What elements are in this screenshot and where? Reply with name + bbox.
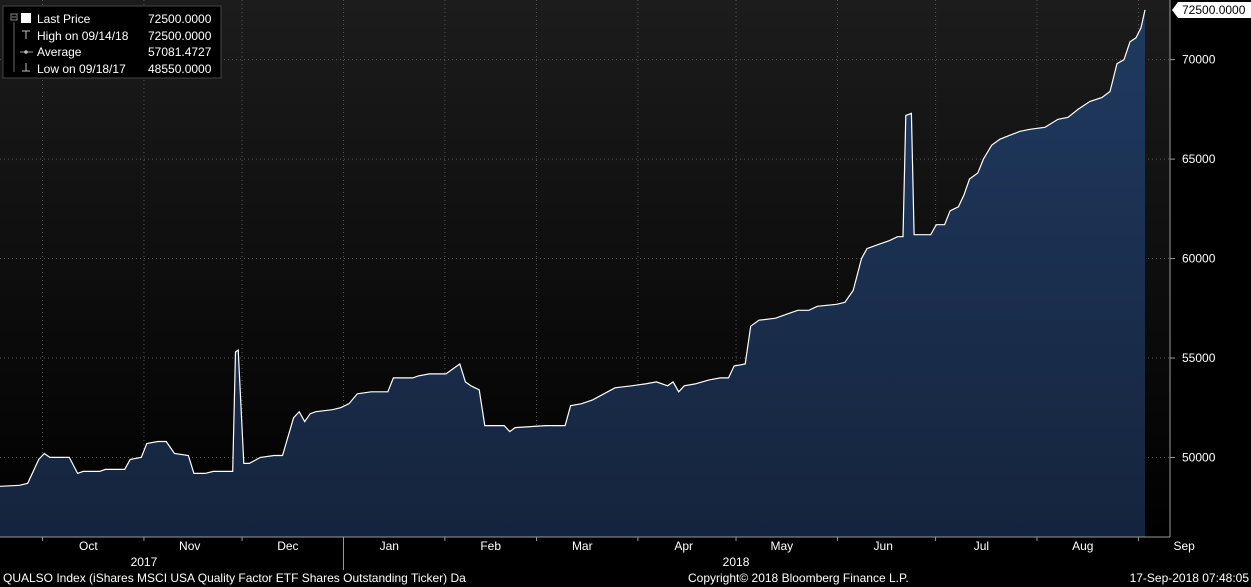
legend-item: High on 09/14/18 72500.0000	[22, 29, 212, 43]
series-area	[0, 9, 1145, 537]
x-tick-label: Jul	[974, 539, 989, 553]
series-line	[0, 9, 1146, 487]
last-price-marker-icon	[21, 13, 31, 23]
legend-value: 57081.4727	[148, 45, 212, 59]
x-tick-label: Sep	[1174, 539, 1196, 553]
x-tick-label: Jan	[380, 539, 399, 553]
legend-item: Average 57081.4727	[20, 45, 212, 59]
legend-item: Last Price 72500.0000	[10, 12, 212, 26]
y-tick-label: 55000	[1182, 351, 1216, 365]
last-value-label: 72500.0000	[1182, 3, 1246, 17]
last-value-badge: 72500.0000	[1172, 1, 1251, 18]
footer-timestamp: 17-Sep-2018 07:48:05	[1130, 571, 1250, 585]
high-marker-icon	[22, 30, 30, 39]
y-tick-label: 50000	[1182, 450, 1216, 464]
y-tick-label: 60000	[1182, 252, 1216, 266]
x-tick-label: Feb	[480, 539, 501, 553]
x-tick-label: Dec	[277, 539, 298, 553]
footer-description: QUALSO Index (iShares MSCI USA Quality F…	[3, 571, 466, 585]
year-label: 2017	[131, 555, 158, 569]
x-tick-label: Mar	[572, 539, 593, 553]
x-tick-label: Jun	[874, 539, 893, 553]
y-tick-label: 65000	[1182, 152, 1216, 166]
legend-item: Low on 09/18/17 48550.0000	[22, 62, 212, 76]
legend-label: Average	[37, 45, 82, 59]
average-marker-icon	[20, 50, 33, 54]
legend-value: 72500.0000	[148, 12, 212, 26]
legend-box	[2, 5, 222, 79]
x-tick-label: Nov	[179, 539, 200, 553]
legend-label: Last Price	[37, 12, 91, 26]
legend-label: Low on 09/18/17	[37, 62, 126, 76]
x-axis: Oct Nov Dec Jan Feb Mar Apr May Jun Jul Aug Sep 2017…	[42, 537, 1196, 570]
legend-value: 48550.0000	[148, 62, 212, 76]
legend-value: 72500.0000	[148, 29, 212, 43]
x-tick-label: Oct	[79, 539, 98, 553]
x-tick-label: Apr	[674, 539, 693, 553]
year-label: 2018	[723, 555, 750, 569]
low-marker-icon	[22, 63, 30, 72]
x-tick-label: Aug	[1072, 539, 1093, 553]
legend-collapse-icon[interactable]	[10, 13, 18, 21]
legend: Last Price 72500.0000 High on 09/14/18 7…	[2, 5, 222, 79]
footer-copyright: Copyright© 2018 Bloomberg Finance L.P.	[688, 571, 909, 585]
legend-label: High on 09/14/18	[37, 29, 129, 43]
y-axis: 50000 55000 60000 65000 70000	[1170, 53, 1216, 464]
y-tick-label: 70000	[1182, 53, 1216, 67]
x-tick-label: May	[770, 539, 793, 553]
